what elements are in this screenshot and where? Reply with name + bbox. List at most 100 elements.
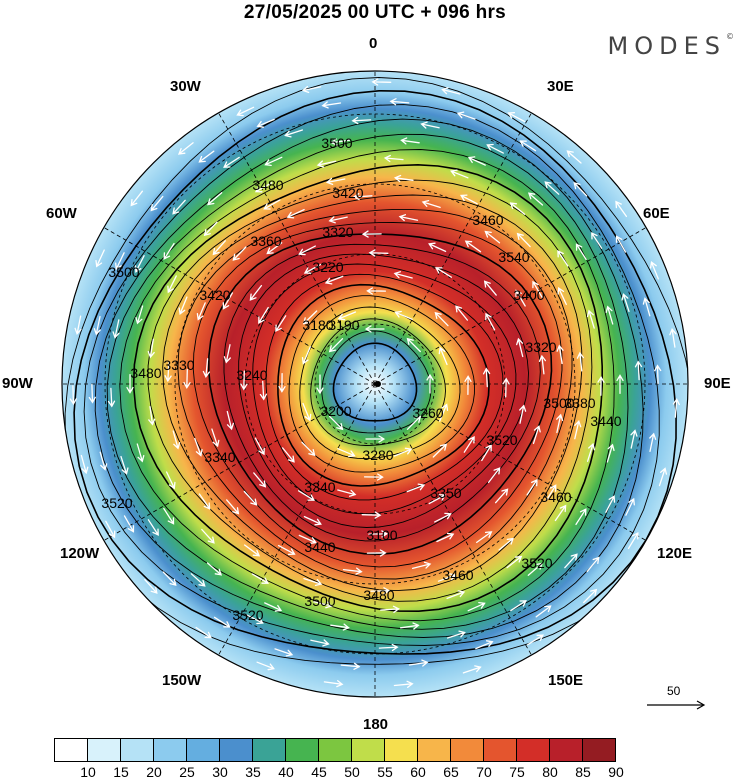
contour-label: 3200 <box>320 403 351 419</box>
colorbar-tick-label: 90 <box>608 764 624 780</box>
streamline-arrow <box>88 383 96 404</box>
height-contour <box>177 208 573 580</box>
contour-label: 3480 <box>130 365 161 381</box>
streamline-arrow <box>144 578 158 594</box>
streamline-arrow <box>576 351 585 372</box>
contour-label: 3480 <box>252 177 283 193</box>
meridian-line <box>97 383 376 545</box>
streamline-arrow <box>394 310 413 320</box>
streamline-arrow <box>126 373 134 394</box>
contour-label: 3340 <box>204 449 235 465</box>
streamline-arrow <box>303 515 322 526</box>
streamline-arrow <box>148 405 156 426</box>
streamline-arrow <box>556 344 564 365</box>
contour-label: 3520 <box>101 495 132 511</box>
contour-label: 3320 <box>525 339 556 355</box>
streamline-arrow <box>393 174 414 183</box>
streamline-arrow <box>313 601 333 609</box>
streamline-arrow <box>202 358 211 378</box>
streamline-arrow <box>147 519 159 536</box>
streamline-arrow <box>198 493 211 510</box>
streamline-arrow <box>509 202 526 215</box>
streamline-arrow <box>615 200 628 218</box>
colorbar-tick-label: 40 <box>278 764 294 780</box>
streamline-arrow <box>627 532 639 550</box>
streamline-arrow <box>364 325 385 333</box>
map-boundary <box>61 70 689 698</box>
streamline-arrow <box>325 177 346 186</box>
lon-label-120e: 120E <box>657 545 693 562</box>
streamline-arrow <box>352 193 373 201</box>
map-title: 27/05/2025 00 UTC + 096 hrs <box>243 2 507 23</box>
streamline-arrow <box>303 263 322 274</box>
streamline-arrow <box>455 305 469 321</box>
streamline-arrow <box>351 116 372 125</box>
streamline-arrow <box>583 588 598 604</box>
contour-label: 3280 <box>362 447 393 463</box>
colorbar <box>54 738 616 762</box>
colorbar-box <box>54 738 88 762</box>
streamline-arrow <box>298 245 316 256</box>
contour-label: 3500 <box>321 135 352 151</box>
streamline-arrow <box>136 443 145 463</box>
streamline-arrow <box>634 360 643 381</box>
streamline-arrow <box>421 199 441 209</box>
colorbar-box <box>252 738 286 762</box>
streamline-arrow <box>281 447 295 463</box>
streamline-arrow <box>398 214 419 222</box>
streamline-arrow <box>196 302 206 321</box>
streamline-arrow <box>361 511 382 519</box>
streamline-arrow <box>574 419 582 440</box>
streamline-arrow <box>330 138 351 146</box>
colorbar-box <box>483 738 517 762</box>
streamline-arrow <box>107 387 116 408</box>
contour-label: 3380 <box>564 395 595 411</box>
streamline-arrow <box>243 490 258 506</box>
streamline-arrow <box>557 249 569 267</box>
height-contour <box>332 342 418 422</box>
streamline-arrow <box>486 143 504 154</box>
streamline-arrow <box>672 398 680 418</box>
lon-label-30w: 30W <box>170 78 201 95</box>
lon-label-90w: 90W <box>2 375 33 392</box>
streamline-arrow <box>538 354 547 375</box>
streamline-arrow <box>428 242 447 253</box>
colorbar-tick-label: 15 <box>113 764 129 780</box>
colorbar-tick-label: 65 <box>443 764 459 780</box>
streamline-arrow <box>434 311 449 327</box>
meridian-line <box>97 223 376 385</box>
streamline-arrow <box>527 192 544 206</box>
streamline-arrow <box>519 140 537 152</box>
streamline-arrow <box>366 287 387 295</box>
streamline-arrow <box>586 309 595 329</box>
streamline-arrow <box>278 372 286 393</box>
streamline-arrow <box>485 312 496 331</box>
streamline-arrow <box>258 306 269 324</box>
height-contour <box>207 233 553 556</box>
contour-label: 3440 <box>590 413 621 429</box>
colorbar-tick-label: 30 <box>212 764 228 780</box>
contour-label: 3460 <box>472 212 503 228</box>
streamline-arrow <box>207 192 223 206</box>
streamline-arrow <box>506 555 523 569</box>
streamline-arrow <box>163 242 175 260</box>
streamline-arrow <box>575 243 587 261</box>
colorbar-tick-label: 70 <box>476 764 492 780</box>
contour-label: 3240 <box>236 367 267 383</box>
colorbar-tick-label: 45 <box>311 764 327 780</box>
streamline-arrow <box>222 292 234 310</box>
streamline-arrow <box>316 160 337 168</box>
streamline-arrow <box>120 455 129 475</box>
streamline-arrow <box>172 430 181 450</box>
contour-label: 3320 <box>322 224 353 240</box>
height-contour <box>94 118 644 638</box>
colorbar-box <box>516 738 550 762</box>
colorbar-tick-label: 55 <box>377 764 393 780</box>
streamline-arrow <box>575 508 587 526</box>
streamline-arrow <box>467 156 486 166</box>
streamline-arrow <box>301 346 311 365</box>
streamline-arrow <box>80 454 89 475</box>
colorbar-box <box>582 738 616 762</box>
contour-label: 3540 <box>498 249 529 265</box>
streamline-arrow <box>389 98 410 106</box>
